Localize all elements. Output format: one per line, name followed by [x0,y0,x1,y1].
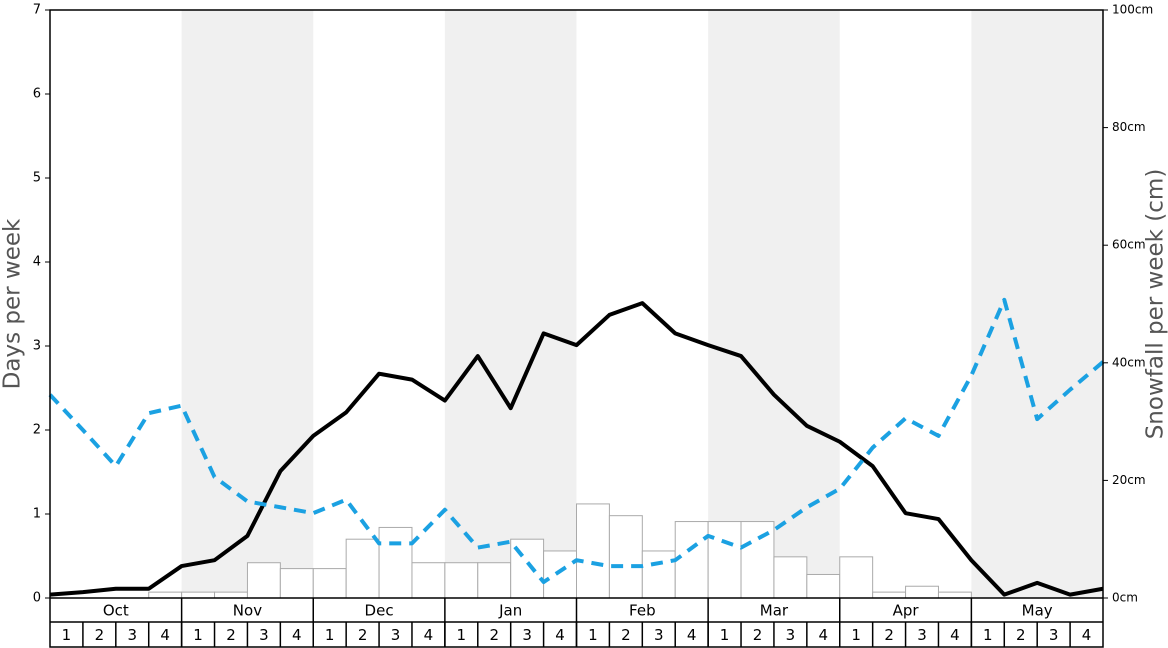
y2-tick-label: 20cm [1112,473,1146,487]
month-label: Dec [365,602,394,620]
bar [576,503,610,599]
bar [181,591,216,599]
bar [806,573,841,599]
month-label: Apr [893,602,920,620]
month-band [708,10,840,598]
week-label: 1 [720,626,730,644]
bar [378,526,413,599]
week-label: 2 [621,626,631,644]
week-label: 2 [95,626,105,644]
line [48,297,1105,585]
week-label: 2 [358,626,368,644]
month-label: May [1022,602,1053,620]
bar [345,538,380,599]
week-label: 1 [457,626,467,644]
month-label: Mar [760,602,789,620]
week-label: 4 [424,626,434,644]
week-label: 3 [917,626,927,644]
week-label: 1 [193,626,203,644]
week-label: 2 [226,626,236,644]
week-label: 4 [160,626,170,644]
y-axis-label: Days per week [0,218,26,389]
week-label: 3 [1049,626,1059,644]
week-label: 3 [786,626,796,644]
y2-tick-label: 80cm [1112,120,1146,134]
bar [641,550,676,599]
bar [411,562,446,599]
bar [444,562,479,599]
month-label: Oct [103,602,129,620]
bar [839,556,874,599]
week-label: 2 [753,626,763,644]
bar [214,591,248,599]
bar [543,550,577,599]
week-label: 1 [851,626,861,644]
y-tick-label: 3 [33,339,41,354]
y2-tick-label: 40cm [1112,355,1146,369]
y-tick-label: 2 [33,423,41,438]
bar [148,591,183,599]
week-label: 4 [292,626,302,644]
week-label: 2 [489,626,499,644]
week-label: 4 [687,626,697,644]
month-band [444,10,577,598]
month-band [181,10,314,598]
y-tick-label: 1 [33,507,41,522]
week-label: 1 [983,626,993,644]
month-label: Jan [498,602,522,620]
week-label: 3 [522,626,532,644]
bar [608,515,643,599]
month-label: Feb [629,602,656,620]
bar [279,568,314,599]
y2-axis-label: Snowfall per week (cm) [1143,169,1168,440]
bar [674,521,709,599]
bar [312,568,347,599]
y-tick-label: 4 [33,255,41,270]
bar [905,585,939,599]
week-label: 3 [654,626,664,644]
week-label: 2 [884,626,894,644]
week-label: 4 [950,626,960,644]
week-label: 3 [391,626,401,644]
y2-tick-label: 100cm [1112,3,1153,17]
bar [477,562,512,599]
y-tick-label: 5 [33,171,41,186]
line [49,301,1104,597]
bar [937,591,972,599]
month-label: Nov [233,602,262,620]
bar [707,521,742,599]
week-label: 3 [259,626,269,644]
month-band [971,10,1103,598]
week-label: 2 [1016,626,1026,644]
week-label: 4 [555,626,565,644]
bar [872,591,907,599]
week-label: 1 [588,626,598,644]
bar [246,562,281,599]
week-label: 1 [62,626,72,644]
bar [740,521,775,599]
y-tick-label: 6 [33,87,41,102]
week-label: 1 [325,626,335,644]
y-tick-label: 0 [33,591,41,606]
y2-tick-label: 0cm [1112,591,1138,605]
week-label: 4 [819,626,829,644]
y-tick-label: 7 [33,3,41,18]
week-label: 4 [1082,626,1092,644]
y2-tick-label: 60cm [1112,238,1146,252]
bar [773,556,808,599]
week-label: 3 [127,626,137,644]
